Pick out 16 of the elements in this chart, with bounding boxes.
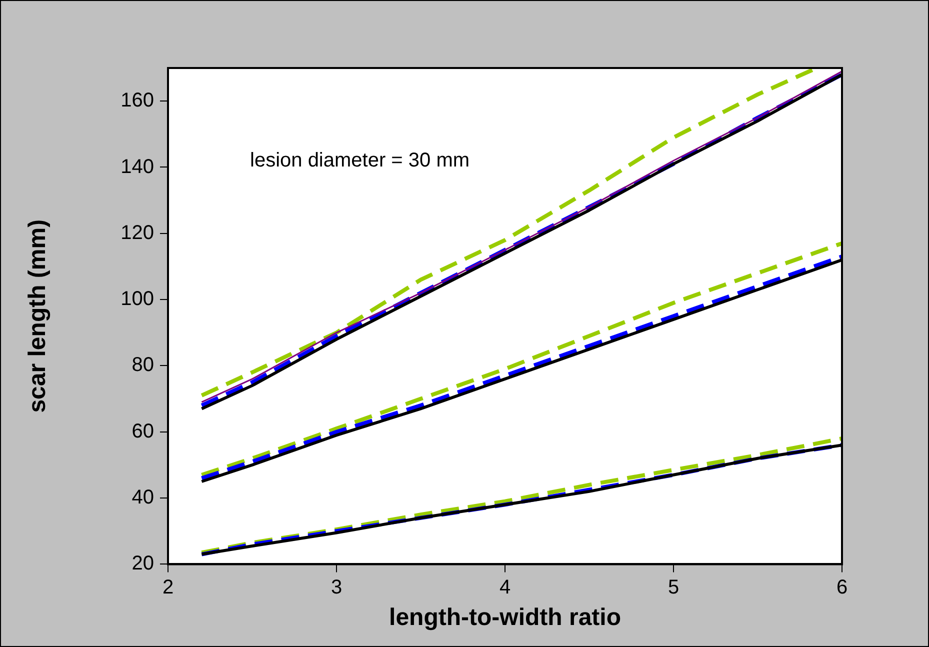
y-axis-title: scar length (mm) <box>24 219 52 413</box>
y-tick-label: 160 <box>120 90 154 112</box>
y-tick-label: 80 <box>132 354 154 376</box>
x-tick-label: 6 <box>836 576 848 599</box>
y-tick-label: 20 <box>132 552 154 575</box>
y-tick-label: 140 <box>120 156 154 178</box>
x-tick-label: 3 <box>330 576 342 599</box>
x-axis-title: length-to-width ratio <box>389 604 621 632</box>
y-tick-label: 60 <box>132 420 154 442</box>
x-tick-label: 4 <box>499 576 511 599</box>
annotation: lesion diameter = 30 mm <box>250 150 470 172</box>
x-tick-label: 2 <box>162 576 174 599</box>
y-tick-label: 40 <box>132 486 154 509</box>
x-tick-label: 5 <box>668 576 680 599</box>
y-tick-label: 100 <box>120 288 154 310</box>
y-tick-label: 120 <box>120 222 154 244</box>
